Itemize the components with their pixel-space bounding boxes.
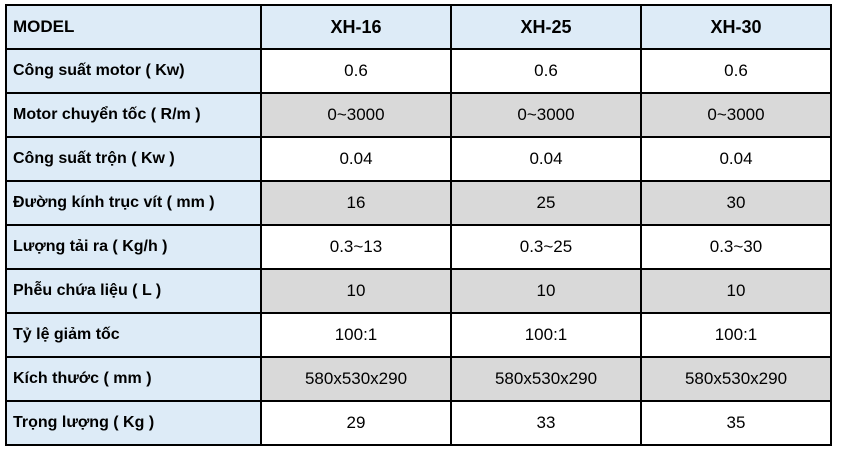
table-row: Đường kính trục vít ( mm ) 16 25 30 bbox=[5, 180, 832, 226]
row-label: Phễu chứa liệu ( L ) bbox=[5, 268, 262, 314]
value-cell: 100:1 bbox=[260, 312, 452, 358]
value-cell: 0~3000 bbox=[260, 92, 452, 138]
value-cell: 33 bbox=[450, 400, 642, 446]
row-label: Công suất motor ( Kw) bbox=[5, 48, 262, 94]
value-cell: 10 bbox=[260, 268, 452, 314]
value-cell: 0.3~25 bbox=[450, 224, 642, 270]
table-row: Motor chuyển tốc ( R/m ) 0~3000 0~3000 0~30… bbox=[5, 92, 832, 138]
value-cell: 580x530x290 bbox=[640, 356, 832, 402]
row-label: Công suất trộn ( Kw ) bbox=[5, 136, 262, 182]
table-row: Kích thước ( mm ) 580x530x290 580x530x290 5… bbox=[5, 356, 832, 402]
header-cell-xh30: XH-30 bbox=[640, 4, 832, 50]
header-cell-xh25: XH-25 bbox=[450, 4, 642, 50]
value-cell: 30 bbox=[640, 180, 832, 226]
value-cell: 10 bbox=[640, 268, 832, 314]
table-row: Công suất trộn ( Kw ) 0.04 0.04 0.04 bbox=[5, 136, 832, 182]
value-cell: 100:1 bbox=[640, 312, 832, 358]
value-cell: 0.04 bbox=[640, 136, 832, 182]
value-cell: 0.04 bbox=[450, 136, 642, 182]
row-label: Lượng tải ra ( Kg/h ) bbox=[5, 224, 262, 270]
row-label: Trọng lượng ( Kg ) bbox=[5, 400, 262, 446]
table-row: Phễu chứa liệu ( L ) 10 10 10 bbox=[5, 268, 832, 314]
row-label: Đường kính trục vít ( mm ) bbox=[5, 180, 262, 226]
value-cell: 0.6 bbox=[640, 48, 832, 94]
value-cell: 29 bbox=[260, 400, 452, 446]
header-row: MODEL XH-16 XH-25 XH-30 bbox=[5, 4, 832, 50]
spec-table-container: MODEL XH-16 XH-25 XH-30 Công suất motor … bbox=[5, 4, 832, 446]
value-cell: 25 bbox=[450, 180, 642, 226]
value-cell: 0~3000 bbox=[450, 92, 642, 138]
table-row: Trọng lượng ( Kg ) 29 33 35 bbox=[5, 400, 832, 446]
header-cell-xh16: XH-16 bbox=[260, 4, 452, 50]
value-cell: 100:1 bbox=[450, 312, 642, 358]
value-cell: 580x530x290 bbox=[450, 356, 642, 402]
value-cell: 0.3~13 bbox=[260, 224, 452, 270]
table-row: Tỷ lệ giảm tốc 100:1 100:1 100:1 bbox=[5, 312, 832, 358]
value-cell: 0.3~30 bbox=[640, 224, 832, 270]
row-label: Kích thước ( mm ) bbox=[5, 356, 262, 402]
value-cell: 580x530x290 bbox=[260, 356, 452, 402]
spec-table: MODEL XH-16 XH-25 XH-30 Công suất motor … bbox=[5, 4, 832, 446]
value-cell: 0~3000 bbox=[640, 92, 832, 138]
row-label: Motor chuyển tốc ( R/m ) bbox=[5, 92, 262, 138]
value-cell: 10 bbox=[450, 268, 642, 314]
value-cell: 0.04 bbox=[260, 136, 452, 182]
row-label: Tỷ lệ giảm tốc bbox=[5, 312, 262, 358]
value-cell: 0.6 bbox=[260, 48, 452, 94]
table-row: Công suất motor ( Kw) 0.6 0.6 0.6 bbox=[5, 48, 832, 94]
table-row: Lượng tải ra ( Kg/h ) 0.3~13 0.3~25 0.3~30 bbox=[5, 224, 832, 270]
value-cell: 16 bbox=[260, 180, 452, 226]
header-cell-model-label: MODEL bbox=[5, 4, 262, 50]
value-cell: 0.6 bbox=[450, 48, 642, 94]
value-cell: 35 bbox=[640, 400, 832, 446]
